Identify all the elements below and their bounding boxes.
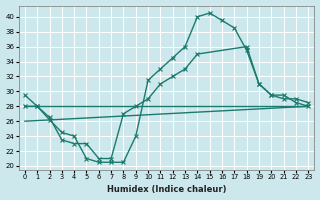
X-axis label: Humidex (Indice chaleur): Humidex (Indice chaleur) (107, 185, 226, 194)
